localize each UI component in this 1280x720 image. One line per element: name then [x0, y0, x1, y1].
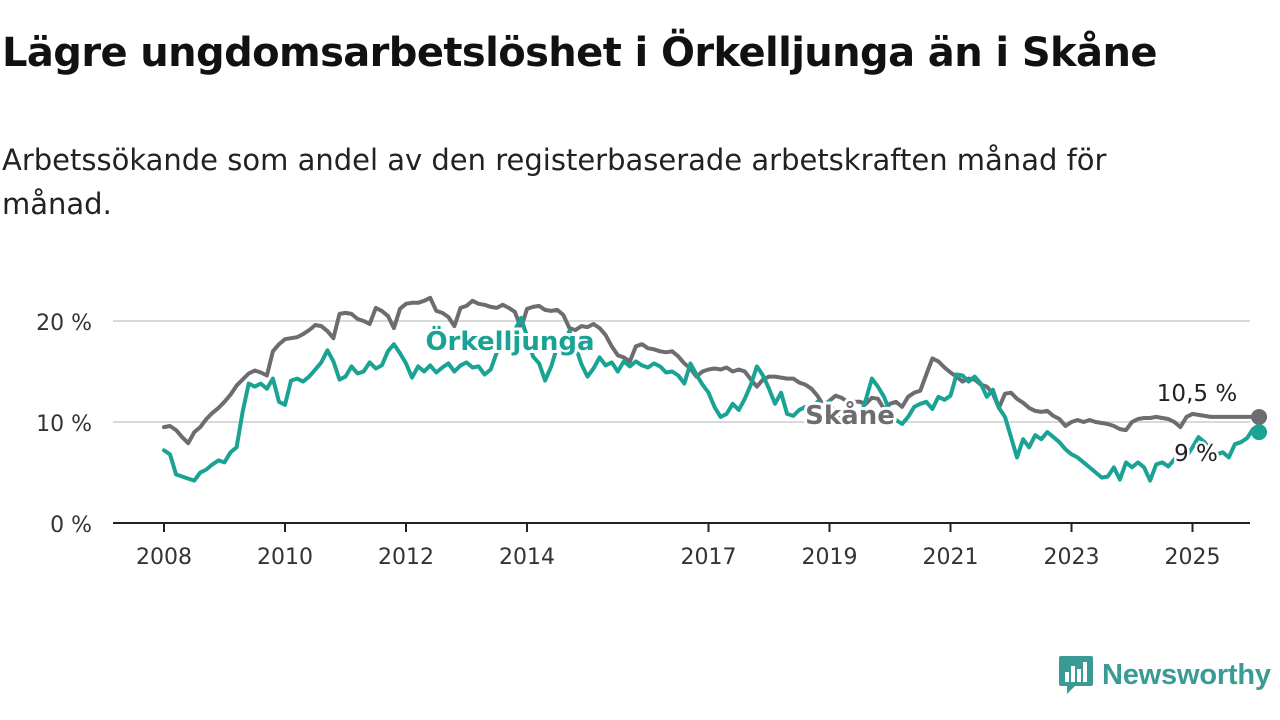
chart-subtitle: Arbetssökande som andel av den registerb… — [2, 143, 1107, 221]
end-value-label-orkelljunga: 9 % — [1174, 441, 1218, 467]
end-marker-skane — [1251, 408, 1268, 425]
y-tick-label: 20 % — [36, 311, 92, 336]
x-tick-label: 2010 — [257, 545, 313, 570]
series-line-skane — [162, 295, 1261, 446]
x-tick-label: 2025 — [1165, 545, 1221, 570]
y-tick-label: 10 % — [36, 412, 92, 437]
x-tick-label: 2017 — [681, 545, 737, 570]
end-marker-orkelljunga — [1251, 424, 1268, 441]
y-tick-label: 0 % — [50, 513, 92, 538]
x-tick-label: 2008 — [136, 545, 192, 570]
series-label-skane: Skåne — [805, 399, 895, 431]
x-tick-label: 2014 — [499, 545, 555, 570]
end-value-label-skane: 10,5 % — [1157, 381, 1237, 407]
x-tick-label: 2021 — [923, 545, 979, 570]
x-tick-label: 2012 — [378, 545, 434, 570]
x-tick-label: 2023 — [1044, 545, 1100, 570]
newsworthy-logo-icon — [1059, 656, 1093, 694]
x-tick-label: 2019 — [802, 545, 858, 570]
newsworthy-logo-text: Newsworthy — [1102, 658, 1271, 691]
series-line-orkelljunga — [162, 316, 1261, 483]
chart-title: Lägre ungdomsarbetslöshet i Örkelljunga … — [2, 30, 1157, 76]
series-label-orkelljunga: Örkelljunga — [425, 324, 594, 357]
newsworthy-logo: Newsworthy — [1058, 654, 1271, 696]
